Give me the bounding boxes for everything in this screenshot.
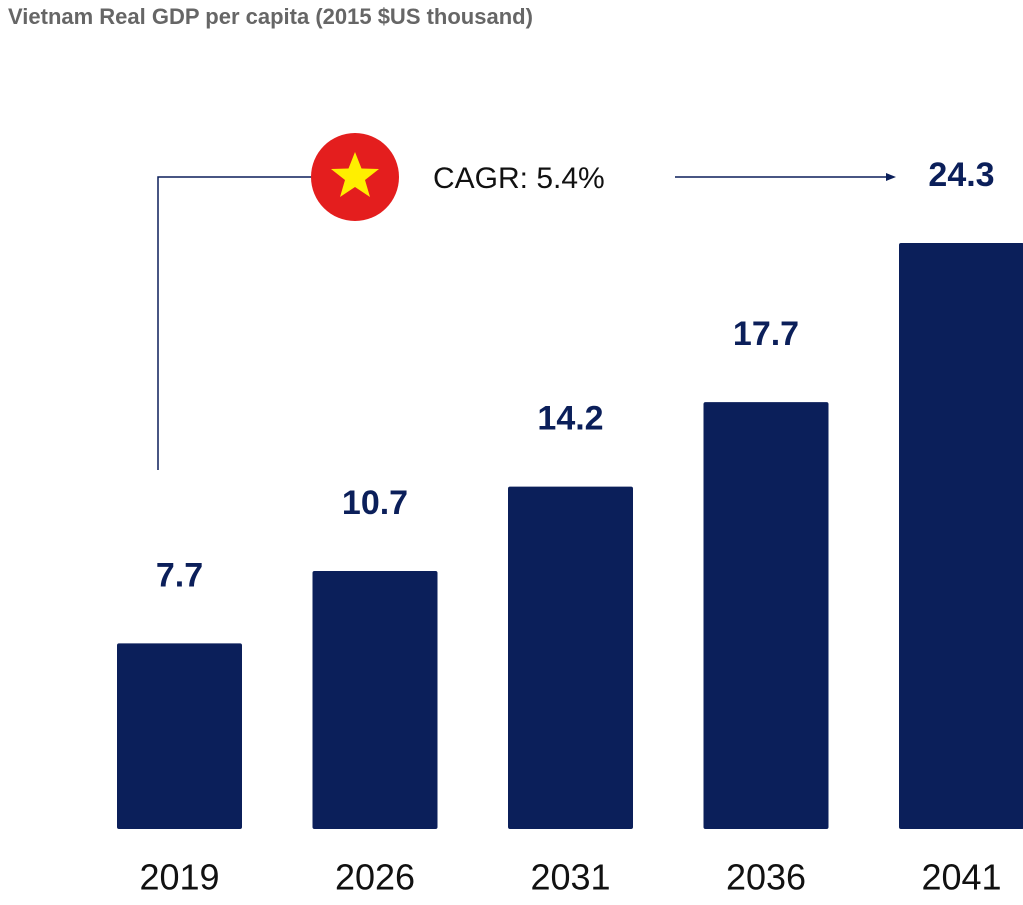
annotation-text: CAGR: 5.4% [433,162,605,195]
bar [508,486,633,829]
data-label: 24.3 [928,156,994,194]
connector-line [157,176,312,470]
x-tick-label: 2041 [921,857,1001,898]
x-tick-label: 2036 [726,857,806,898]
flag-star [331,152,379,197]
x-tick-label: 2019 [139,857,219,898]
data-label: 10.7 [342,484,408,522]
chart-title: Vietnam Real GDP per capita (2015 $US th… [8,4,533,29]
data-label: 17.7 [733,315,799,353]
cagr-annotation: CAGR: 5.4% [157,133,896,470]
data-label: 14.2 [537,400,603,438]
data-label: 7.7 [156,556,203,594]
arrow-head [886,173,896,181]
bar [117,643,242,829]
bar [312,570,438,829]
x-tick-label: 2031 [530,857,610,898]
bar [899,243,1023,829]
bar [703,402,829,829]
x-tick-label: 2026 [335,857,415,898]
